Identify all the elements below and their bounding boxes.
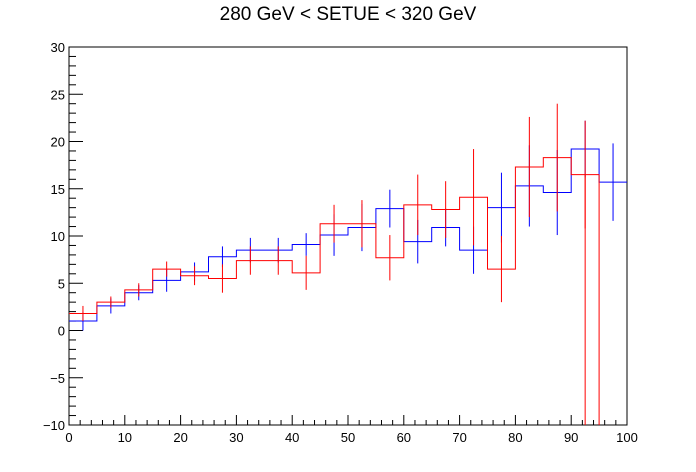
x-tick-label: 20 [173, 430, 187, 445]
x-tick-label: 30 [229, 430, 243, 445]
y-tick-label: 30 [51, 40, 65, 55]
x-tick-label: 0 [65, 430, 72, 445]
y-tick-label: 5 [58, 276, 65, 291]
y-tick-label: 10 [51, 229, 65, 244]
x-tick-label: 100 [616, 430, 638, 445]
x-tick-label: 50 [341, 430, 355, 445]
y-tick-label: 0 [58, 324, 65, 339]
x-tick-label: 40 [285, 430, 299, 445]
plot-frame [68, 46, 628, 426]
x-tick-label: 90 [564, 430, 578, 445]
x-tick-label: 60 [397, 430, 411, 445]
y-tick-label: 20 [51, 135, 65, 150]
series-0-step-line [69, 148, 627, 322]
y-tick-label: −10 [43, 418, 65, 433]
y-tick-label: 15 [51, 182, 65, 197]
chart-title: 280 GeV < SETUE < 320 GeV [219, 4, 477, 25]
x-tick-label: 80 [508, 430, 522, 445]
y-tick-label: −5 [50, 371, 65, 386]
y-tick-label: 25 [51, 87, 65, 102]
x-tick-label: 70 [452, 430, 466, 445]
x-tick-label: 10 [118, 430, 132, 445]
